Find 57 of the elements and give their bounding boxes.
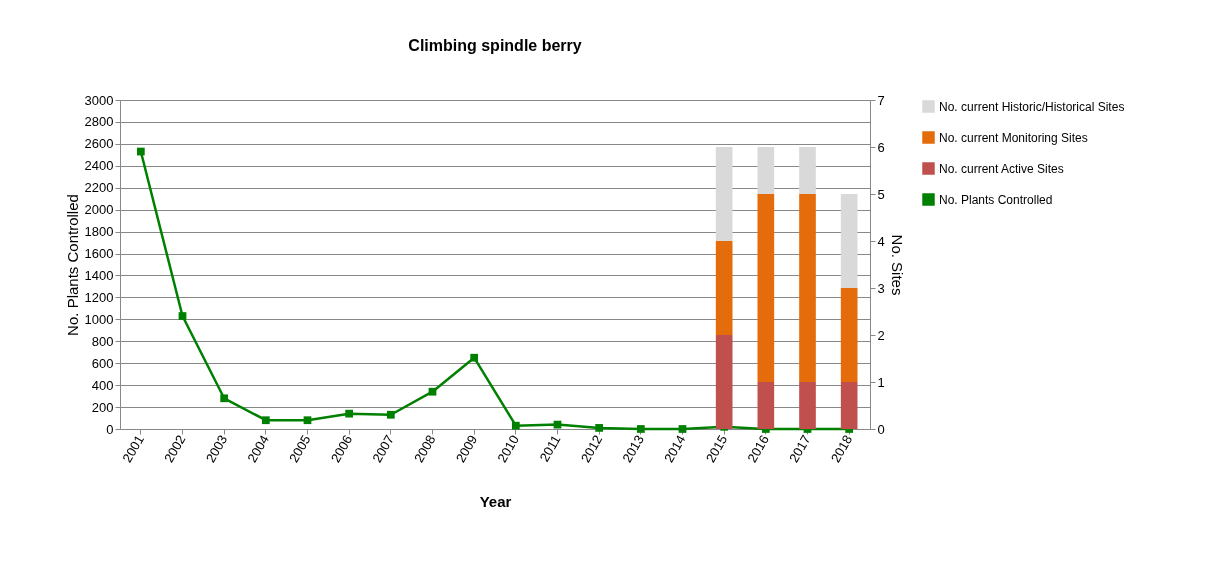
y-tick-label: 2400 [84, 158, 114, 174]
point [636, 425, 645, 433]
legend-label: No. current Monitoring Sites [939, 130, 1088, 145]
y2-tick-label: 2 [877, 327, 885, 343]
point [303, 416, 312, 425]
y2-tick-label: 5 [877, 186, 885, 202]
bar [757, 382, 775, 429]
y-tick-label: 1000 [84, 311, 114, 327]
y-tick-label: 600 [91, 355, 114, 371]
bar [840, 194, 858, 288]
bar [799, 147, 816, 194]
point [428, 387, 437, 396]
y-tick-label: 2600 [84, 136, 114, 152]
y2-tick-label: 0 [877, 421, 885, 437]
bar [840, 382, 858, 429]
bar [757, 147, 775, 194]
point [511, 421, 520, 430]
y-tick-label: 1200 [84, 289, 114, 305]
point [136, 147, 145, 156]
point [595, 424, 604, 432]
bar [757, 194, 775, 382]
legend-label: No. current Active Sites [939, 161, 1064, 176]
y-tick-label: 2200 [84, 180, 114, 196]
chart-title: Climbing spindle berry [408, 37, 582, 54]
y2-tick-label: 1 [877, 374, 885, 390]
y-tick-label: 200 [91, 399, 114, 415]
point [220, 394, 229, 403]
bar [715, 335, 733, 429]
y2-axis-title: No. Sites [888, 234, 906, 296]
bar [840, 288, 858, 382]
y2-tick-label: 7 [877, 92, 885, 108]
bar [799, 194, 816, 382]
point [386, 410, 395, 419]
bar [715, 241, 733, 335]
y-tick-label: 800 [91, 333, 114, 349]
point [345, 409, 354, 418]
point [678, 425, 687, 433]
bar [715, 147, 733, 241]
point [470, 353, 479, 362]
bar [799, 382, 816, 429]
y-tick-label: 2800 [84, 114, 114, 130]
y-tick-label: 2000 [84, 202, 114, 218]
y-tick-label: 400 [91, 377, 114, 393]
y-axis-title: No. Plants Controlled [63, 194, 81, 336]
y2-tick-label: 3 [877, 280, 885, 296]
y-tick-label: 3000 [84, 92, 114, 108]
y-tick-label: 1600 [84, 246, 114, 262]
y2-tick-label: 4 [877, 233, 885, 249]
y-tick-label: 1800 [84, 224, 114, 240]
y2-tick-label: 6 [877, 139, 885, 155]
point [261, 416, 270, 425]
legend-label: No. current Historic/Historical Sites [939, 99, 1125, 114]
point [178, 312, 187, 320]
legend-label: No. Plants Controlled [939, 192, 1053, 207]
y-tick-label: 1400 [84, 267, 114, 283]
y-tick-label: 0 [106, 421, 114, 437]
x-axis-title: Year [479, 493, 512, 511]
